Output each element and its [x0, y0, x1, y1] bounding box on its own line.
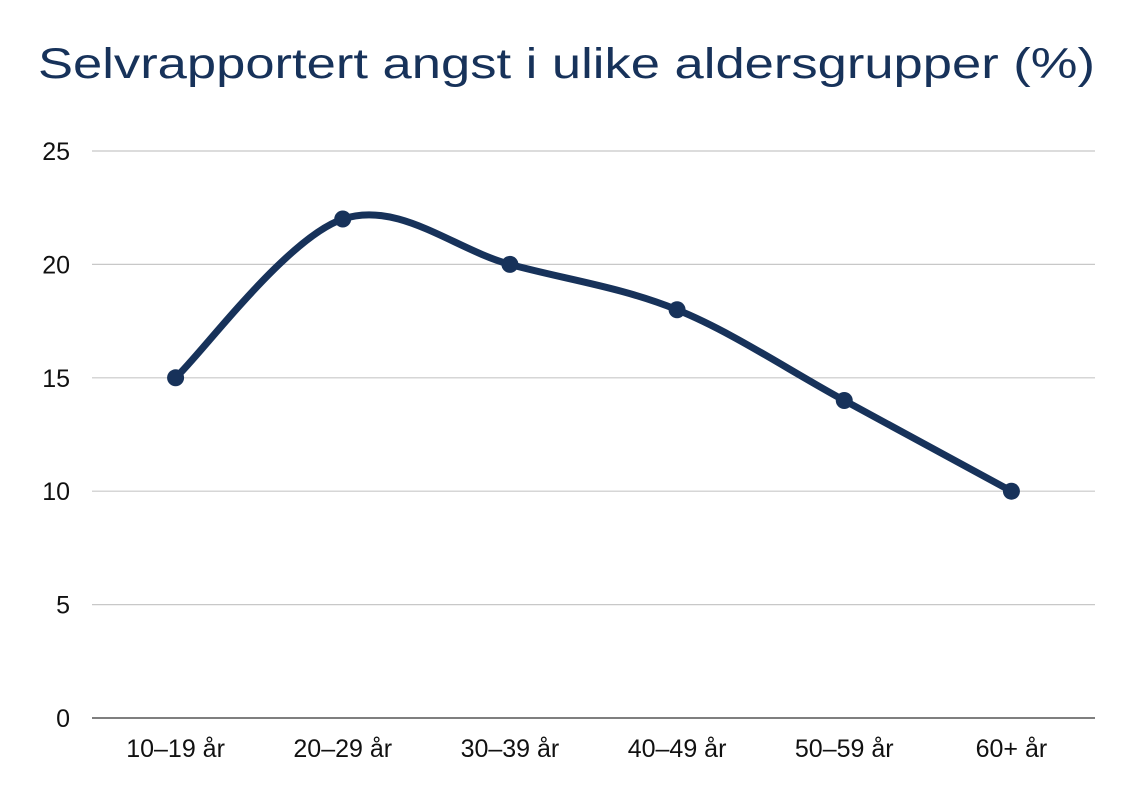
data-point	[1002, 482, 1020, 500]
data-point	[167, 369, 185, 387]
x-tick-label: 40–49 år	[628, 735, 727, 763]
x-tick-label: 60+ år	[976, 735, 1048, 763]
data-point	[668, 301, 686, 319]
y-tick-label: 20	[42, 251, 70, 279]
y-tick-label: 5	[56, 592, 70, 620]
data-point	[501, 255, 519, 273]
x-tick-label: 50–59 år	[795, 735, 894, 763]
y-tick-label: 0	[56, 705, 70, 733]
chart-title: Selvrapportert angst i ulike aldersgrupp…	[38, 40, 1095, 88]
data-point	[835, 391, 853, 409]
x-tick-label: 20–29 år	[293, 735, 392, 763]
x-tick-label: 30–39 år	[461, 735, 560, 763]
y-tick-label: 25	[42, 138, 70, 166]
data-point	[334, 210, 352, 228]
series-line	[172, 211, 1015, 495]
y-tick-label: 15	[42, 365, 70, 393]
y-tick-label: 10	[42, 478, 70, 506]
x-tick-label: 10–19 år	[126, 735, 225, 763]
